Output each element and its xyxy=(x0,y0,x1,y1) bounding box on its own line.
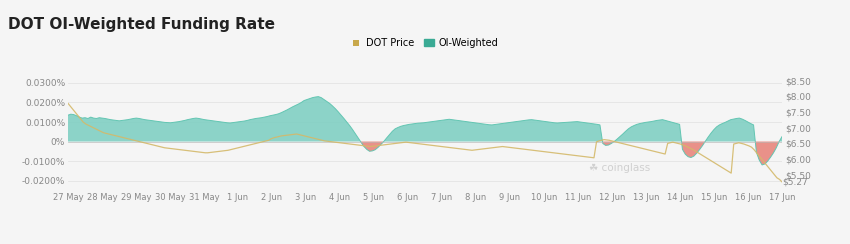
Text: ☘ coinglass: ☘ coinglass xyxy=(589,163,650,173)
Text: DOT OI-Weighted Funding Rate: DOT OI-Weighted Funding Rate xyxy=(8,17,275,32)
Text: $5.27: $5.27 xyxy=(782,177,807,186)
Legend: DOT Price, OI-Weighted: DOT Price, OI-Weighted xyxy=(348,34,502,52)
